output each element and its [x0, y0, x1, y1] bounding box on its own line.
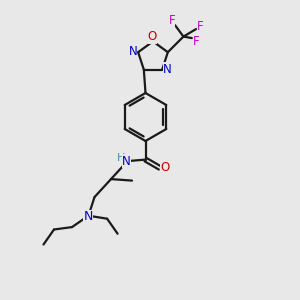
Text: O: O: [160, 161, 170, 174]
Text: F: F: [169, 14, 175, 28]
Text: O: O: [148, 30, 157, 44]
Text: F: F: [197, 20, 203, 33]
Text: N: N: [122, 154, 131, 168]
Text: F: F: [193, 35, 199, 48]
Text: N: N: [83, 210, 93, 223]
Text: N: N: [128, 45, 137, 58]
Text: N: N: [163, 62, 172, 76]
Text: H: H: [117, 153, 125, 163]
